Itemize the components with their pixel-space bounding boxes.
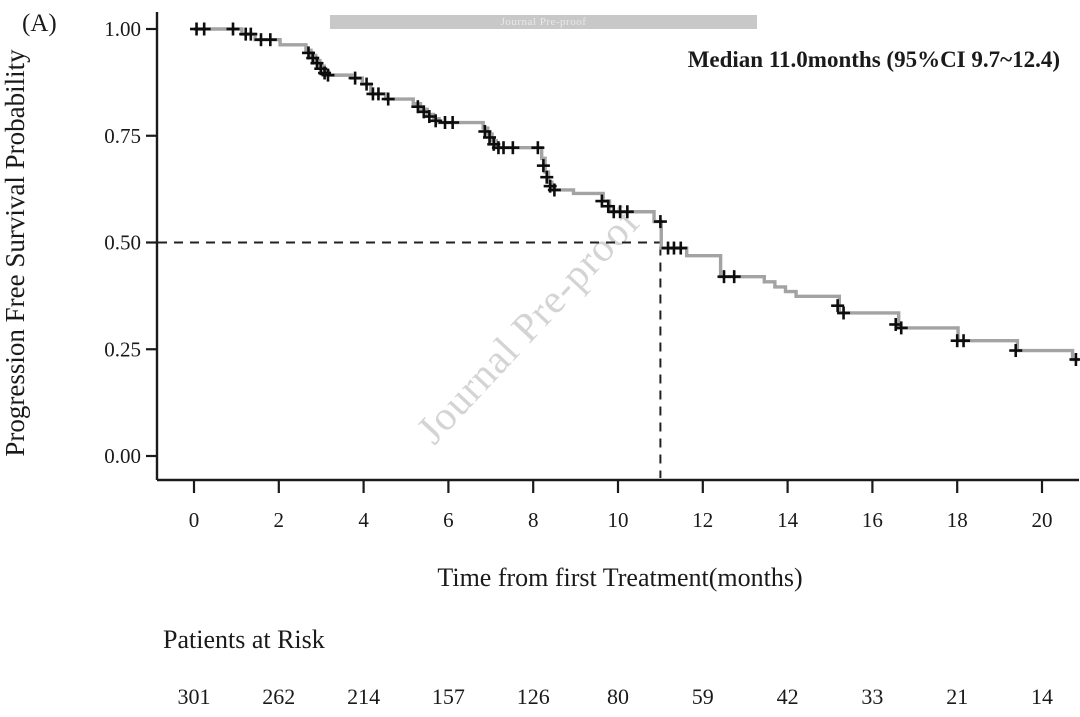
risk-count: 214 — [347, 684, 380, 709]
censor-mark — [381, 92, 395, 106]
median-annotation: Median 11.0months (95%CI 9.7~12.4) — [687, 47, 1060, 72]
x-tick-label: 12 — [692, 508, 713, 532]
x-tick-label: 4 — [358, 508, 369, 532]
censor-mark — [957, 334, 971, 348]
risk-count: 80 — [607, 684, 629, 709]
censor-mark — [1009, 344, 1023, 358]
censor-mark — [727, 270, 741, 284]
panel-label: (A) — [22, 10, 57, 37]
risk-count: 262 — [262, 684, 295, 709]
censor-mark — [197, 22, 211, 36]
x-tick-label: 6 — [443, 508, 454, 532]
censor-mark — [540, 170, 554, 184]
risk-count: 126 — [517, 684, 550, 709]
risk-count: 59 — [692, 684, 714, 709]
censor-mark — [321, 68, 335, 82]
censor-mark — [674, 241, 688, 255]
censor-mark — [348, 71, 362, 85]
censor-mark — [831, 299, 845, 313]
censor-mark — [506, 141, 520, 155]
risk-count: 157 — [432, 684, 465, 709]
censor-mark — [620, 205, 634, 219]
censor-mark — [894, 321, 908, 335]
censor-mark — [244, 27, 258, 41]
y-tick-label: 0.75 — [104, 124, 141, 148]
censor-mark — [531, 141, 545, 155]
censor-mark — [1069, 352, 1080, 366]
risk-count: 301 — [178, 684, 211, 709]
censor-mark — [263, 33, 277, 47]
x-tick-label: 8 — [528, 508, 539, 532]
x-tick-label: 2 — [274, 508, 285, 532]
y-tick-label: 0.50 — [104, 231, 141, 255]
censor-mark — [483, 130, 497, 144]
y-tick-label: 0.00 — [104, 444, 141, 468]
x-tick-label: 0 — [189, 508, 200, 532]
censor-mark — [226, 22, 240, 36]
censor-mark — [446, 116, 460, 130]
risk-count: 42 — [777, 684, 799, 709]
risk-count: 14 — [1031, 684, 1053, 709]
patients-at-risk-title: Patients at Risk — [163, 625, 325, 654]
censor-mark — [547, 183, 561, 197]
y-tick-label: 1.00 — [104, 17, 141, 41]
censor-mark — [371, 87, 385, 101]
journal-preproof-banner-text: Journal Pre-proof — [500, 16, 587, 28]
censor-mark — [429, 114, 443, 128]
x-tick-label: 14 — [777, 508, 799, 532]
x-tick-label: 10 — [608, 508, 629, 532]
censor-mark — [536, 159, 550, 173]
censor-mark — [653, 215, 667, 229]
x-tick-label: 16 — [862, 508, 883, 532]
risk-count: 21 — [946, 684, 968, 709]
risk-count: 33 — [861, 684, 883, 709]
x-tick-label: 20 — [1032, 508, 1053, 532]
y-tick-label: 0.25 — [104, 337, 141, 361]
x-axis-title: Time from first Treatment(months) — [437, 563, 803, 592]
journal-preproof-banner: Journal Pre-proof — [330, 15, 757, 29]
censor-mark — [837, 306, 851, 320]
x-tick-label: 18 — [947, 508, 968, 532]
censor-mark — [360, 77, 374, 91]
